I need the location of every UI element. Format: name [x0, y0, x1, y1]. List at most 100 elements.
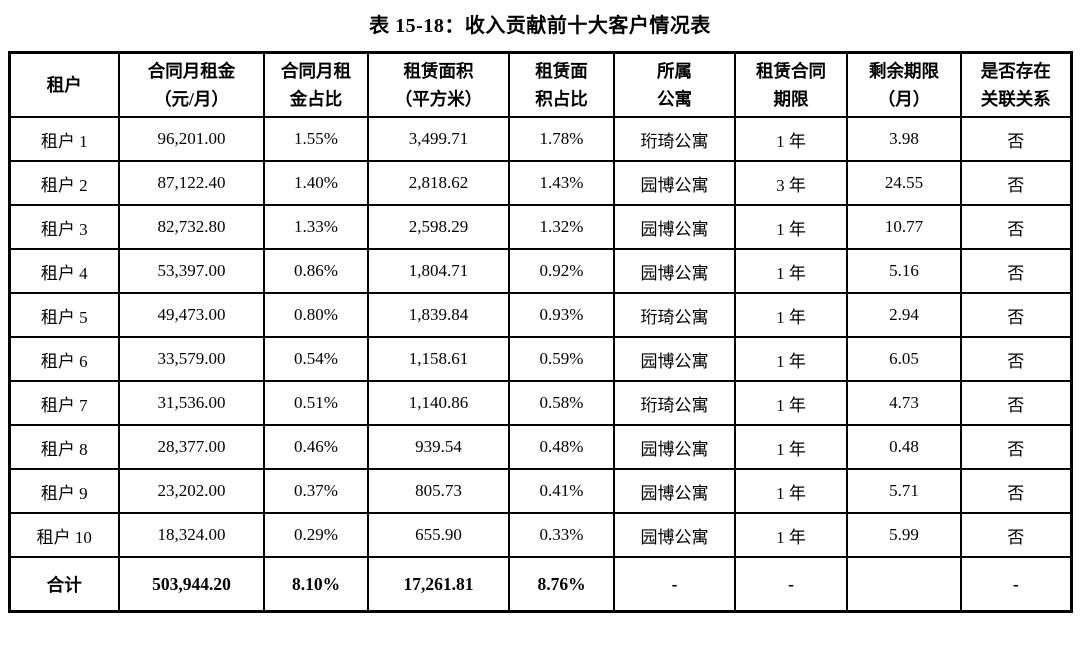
- table-cell: 否: [960, 160, 1072, 206]
- table-cell: 5.71: [846, 468, 962, 514]
- table-cell: 租户 6: [8, 336, 120, 382]
- table-row: 租户 9 23,202.00 0.37% 805.73 0.41% 园博公寓 1 年 5.71…: [8, 468, 1072, 514]
- header-cell-7: 租赁合同 期限: [734, 51, 848, 118]
- table-cell: 租户 3: [8, 204, 120, 250]
- table-cell: 0.93%: [508, 292, 615, 338]
- table-cell: 园博公寓: [613, 248, 736, 294]
- table-cell: 否: [960, 336, 1072, 382]
- table-cell: 2,818.62: [367, 160, 510, 206]
- header-cell-5: 租赁面 积占比: [508, 51, 615, 118]
- table-cell: 园博公寓: [613, 160, 736, 206]
- table-cell: 24.55: [846, 160, 962, 206]
- table-cell: 3,499.71: [367, 116, 510, 162]
- table-cell: 租户 2: [8, 160, 120, 206]
- table-cell: 否: [960, 512, 1072, 558]
- header-cell-6: 所属 公寓: [613, 51, 736, 118]
- table-cell: 6.05: [846, 336, 962, 382]
- table-cell: 珩琦公寓: [613, 380, 736, 426]
- table-row: 租户 6 33,579.00 0.54% 1,158.61 0.59% 园博公寓 1 年 6.…: [8, 336, 1072, 382]
- table-row: 租户 3 82,732.80 1.33% 2,598.29 1.32% 园博公寓 1 年 10…: [8, 204, 1072, 250]
- table-row: 租户 7 31,536.00 0.51% 1,140.86 0.58% 珩琦公寓 1 年 4.…: [8, 380, 1072, 426]
- table-cell: 否: [960, 424, 1072, 470]
- table-cell: 805.73: [367, 468, 510, 514]
- header-cell-3: 合同月租 金占比: [263, 51, 369, 118]
- table-cell: 珩琦公寓: [613, 116, 736, 162]
- table-cell: 0.92%: [508, 248, 615, 294]
- table-cell: 0.41%: [508, 468, 615, 514]
- table-cell: 0.59%: [508, 336, 615, 382]
- table-cell: 0.80%: [263, 292, 369, 338]
- table-cell: 4.73: [846, 380, 962, 426]
- table-foot: 合计 503,944.20 8.10% 17,261.81 8.76% - - -: [8, 556, 1072, 613]
- total-cell: -: [960, 556, 1072, 613]
- table-row: 租户 10 18,324.00 0.29% 655.90 0.33% 园博公寓 1 年 5.9…: [8, 512, 1072, 558]
- total-row: 合计 503,944.20 8.10% 17,261.81 8.76% - - -: [8, 556, 1072, 613]
- total-cell: -: [613, 556, 736, 613]
- table-cell: 0.58%: [508, 380, 615, 426]
- table-cell: 939.54: [367, 424, 510, 470]
- total-cell: [846, 556, 962, 613]
- table-cell: 0.48%: [508, 424, 615, 470]
- table-cell: 655.90: [367, 512, 510, 558]
- header-cell-4: 租赁面积 （平方米）: [367, 51, 510, 118]
- table-cell: 租户 5: [8, 292, 120, 338]
- table-cell: 31,536.00: [118, 380, 265, 426]
- table-cell: 28,377.00: [118, 424, 265, 470]
- table-head-row: 租户 合同月租金 （元/月） 合同月租 金占比 租赁面积 （平方米） 租赁面 积占比 所属…: [8, 51, 1072, 118]
- table-cell: 0.54%: [263, 336, 369, 382]
- table-cell: 1,158.61: [367, 336, 510, 382]
- table-cell: 0.29%: [263, 512, 369, 558]
- total-cell: 8.10%: [263, 556, 369, 613]
- table-cell: 1,839.84: [367, 292, 510, 338]
- table-cell: 1 年: [734, 204, 848, 250]
- table-cell: 否: [960, 468, 1072, 514]
- table-cell: 珩琦公寓: [613, 292, 736, 338]
- table-cell: 1.55%: [263, 116, 369, 162]
- table-cell: 96,201.00: [118, 116, 265, 162]
- table-cell: 5.99: [846, 512, 962, 558]
- table-cell: 租户 4: [8, 248, 120, 294]
- table-cell: 10.77: [846, 204, 962, 250]
- total-cell: -: [734, 556, 848, 613]
- table-head: 租户 合同月租金 （元/月） 合同月租 金占比 租赁面积 （平方米） 租赁面 积占比 所属…: [8, 51, 1072, 118]
- table-cell: 1,804.71: [367, 248, 510, 294]
- table-cell: 33,579.00: [118, 336, 265, 382]
- table-cell: 1 年: [734, 468, 848, 514]
- table-cell: 0.33%: [508, 512, 615, 558]
- table-cell: 否: [960, 292, 1072, 338]
- total-cell: 8.76%: [508, 556, 615, 613]
- table-cell: 5.16: [846, 248, 962, 294]
- table-cell: 否: [960, 380, 1072, 426]
- total-cell: 17,261.81: [367, 556, 510, 613]
- table-cell: 87,122.40: [118, 160, 265, 206]
- table-cell: 1 年: [734, 380, 848, 426]
- table-cell: 1 年: [734, 116, 848, 162]
- total-cell: 合计: [8, 556, 120, 613]
- table-cell: 3.98: [846, 116, 962, 162]
- table-cell: 0.37%: [263, 468, 369, 514]
- table-row: 租户 8 28,377.00 0.46% 939.54 0.48% 园博公寓 1 年 0.48…: [8, 424, 1072, 470]
- table-body: 租户 1 96,201.00 1.55% 3,499.71 1.78% 珩琦公寓 1 年 3.…: [8, 116, 1072, 558]
- table-cell: 23,202.00: [118, 468, 265, 514]
- table-cell: 1 年: [734, 292, 848, 338]
- table-cell: 82,732.80: [118, 204, 265, 250]
- table-cell: 1 年: [734, 512, 848, 558]
- table-cell: 1.32%: [508, 204, 615, 250]
- table-cell: 2.94: [846, 292, 962, 338]
- table-cell: 租户 10: [8, 512, 120, 558]
- table-cell: 1.43%: [508, 160, 615, 206]
- table-cell: 49,473.00: [118, 292, 265, 338]
- table-cell: 租户 8: [8, 424, 120, 470]
- table-cell: 租户 7: [8, 380, 120, 426]
- table-cell: 0.86%: [263, 248, 369, 294]
- table-row: 租户 5 49,473.00 0.80% 1,839.84 0.93% 珩琦公寓 1 年 2.…: [8, 292, 1072, 338]
- table-cell: 否: [960, 204, 1072, 250]
- header-cell-9: 是否存在 关联关系: [960, 51, 1072, 118]
- table-cell: 1.33%: [263, 204, 369, 250]
- table-cell: 18,324.00: [118, 512, 265, 558]
- table-cell: 1,140.86: [367, 380, 510, 426]
- table-cell: 3 年: [734, 160, 848, 206]
- table-cell: 租户 1: [8, 116, 120, 162]
- table-title: 表 15-18：收入贡献前十大客户情况表: [369, 15, 711, 37]
